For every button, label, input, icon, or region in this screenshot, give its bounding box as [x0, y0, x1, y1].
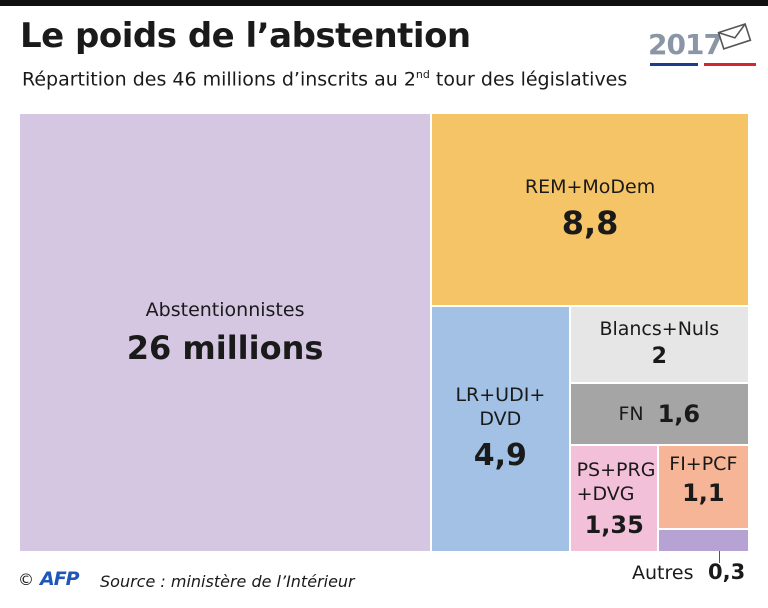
tile-abstentionnistes: Abstentionnistes 26 millions	[20, 114, 431, 551]
tile-value-rem-modem: 8,8	[561, 204, 619, 243]
top-bar	[0, 0, 768, 6]
copyright-symbol: ©	[18, 570, 34, 589]
flag-stripe-red	[704, 63, 756, 66]
subtitle-sup: nd	[415, 68, 430, 81]
tile-label-abstentionnistes: Abstentionnistes	[145, 298, 305, 321]
chart-title: Le poids de l’abstention	[20, 16, 471, 56]
ballot-envelope-icon	[717, 23, 752, 50]
tile-label-ps-prg-dvg: PS+PRG +DVG	[576, 458, 656, 505]
autres-value: 0,3	[708, 560, 746, 584]
tile-label-fi-pcf: FI+PCF	[669, 453, 738, 476]
tile-value-fi-pcf: 1,1	[682, 479, 725, 508]
flag-stripe-blue	[650, 63, 698, 66]
election-year-logo: 2017	[648, 23, 758, 66]
autres-leader-line	[719, 551, 720, 563]
tile-value-lr-udi-dvd: 4,9	[473, 437, 527, 473]
tile-fi-pcf: FI+PCF 1,1	[658, 446, 748, 529]
tile-value-ps-prg-dvg: 1,35	[584, 510, 644, 539]
autres-label: Autres	[632, 562, 694, 584]
tile-autres	[658, 530, 748, 551]
subtitle-text: Répartition des 46 millions d’inscrits a…	[22, 68, 416, 91]
tile-fn: FN 1,6	[570, 384, 748, 445]
subtitle-text-end: tour des législatives	[429, 68, 628, 91]
year-text: 2017	[648, 28, 723, 61]
tile-value-fn: 1,6	[657, 400, 701, 429]
tile-label-blancs-nuls: Blancs+Nuls	[599, 318, 720, 341]
tile-lr-udi-dvd: LR+UDI+ DVD 4,9	[432, 306, 569, 551]
tile-label-rem-modem: REM+MoDem	[524, 176, 656, 199]
tile-blancs-nuls: Blancs+Nuls 2	[570, 306, 748, 383]
tile-value-abstentionnistes: 26 millions	[126, 328, 324, 367]
source-note: Source : ministère de l’Intérieur	[100, 572, 355, 591]
chart-subtitle: Répartition des 46 millions d’inscrits a…	[22, 68, 627, 90]
afp-logo: AFP	[40, 568, 80, 590]
tile-label-lr-udi-dvd: LR+UDI+ DVD	[455, 383, 546, 430]
tile-ps-prg-dvg: PS+PRG +DVG 1,35	[570, 446, 657, 551]
tile-value-blancs-nuls: 2	[651, 344, 667, 370]
tile-rem-modem: REM+MoDem 8,8	[432, 114, 748, 305]
tile-label-fn: FN	[618, 403, 644, 426]
